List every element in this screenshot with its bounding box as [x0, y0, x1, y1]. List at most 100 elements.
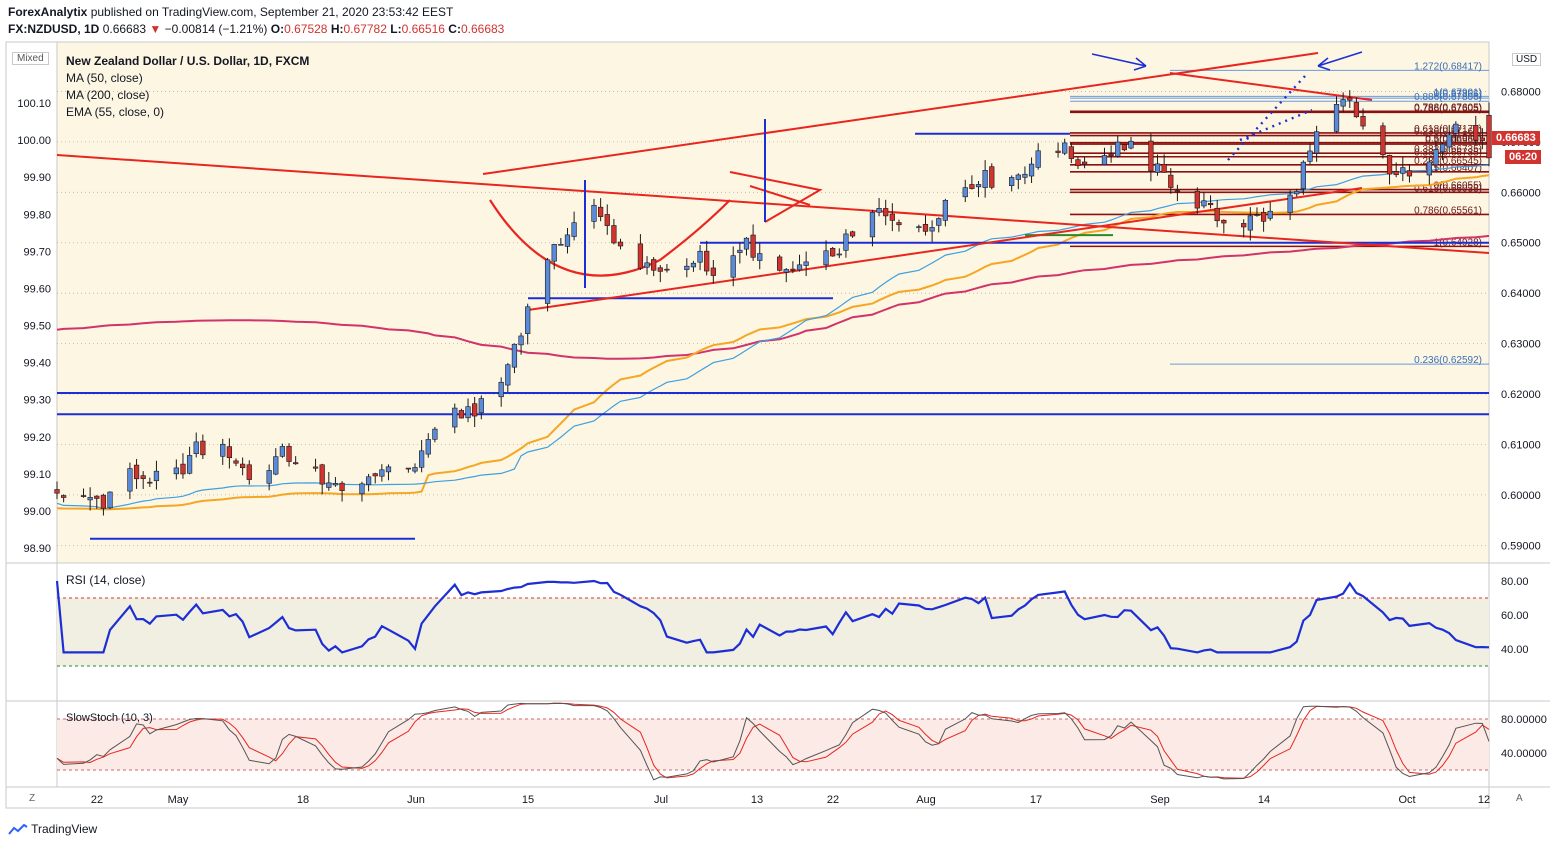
- up-candle: [498, 377, 504, 407]
- down-candle: [293, 456, 299, 465]
- down-candle: [1380, 122, 1386, 159]
- up-candle: [876, 197, 882, 217]
- up-candle: [982, 160, 988, 198]
- zoom-button[interactable]: Z: [29, 793, 36, 804]
- rsi-tick-label: 40.00: [1501, 644, 1529, 656]
- down-candle: [1108, 145, 1114, 163]
- ohlc-line: FX:NZDUSD, 1D 0.66683 ▼ −0.00814 (−1.21%…: [8, 22, 504, 36]
- x-tick-label: Aug: [916, 794, 936, 806]
- up-candle: [127, 462, 133, 499]
- price-tick-label: 0.65000: [1501, 238, 1541, 250]
- up-candle: [551, 243, 557, 270]
- down-candle: [133, 459, 140, 489]
- down-candle: [1148, 133, 1154, 182]
- left-tick-label: 99.90: [23, 172, 51, 184]
- up-candle: [359, 481, 365, 502]
- up-candle: [1426, 157, 1432, 185]
- up-candle: [1287, 190, 1293, 220]
- scale-mode-button[interactable]: Mixed: [12, 52, 49, 65]
- up-candle: [929, 220, 935, 242]
- ma50-legend[interactable]: MA (50, close): [66, 71, 143, 85]
- last-price: 0.66683: [102, 22, 147, 36]
- price-tick-label: 0.59000: [1501, 540, 1541, 552]
- ema55-legend[interactable]: EMA (55, close, 0): [66, 105, 165, 119]
- fib-level-label: 0.788(0.67605): [1414, 102, 1482, 113]
- up-candle: [803, 251, 809, 277]
- up-candle: [975, 181, 982, 198]
- down-candle: [710, 259, 716, 284]
- ma50-line: [56, 164, 1490, 510]
- up-candle: [273, 448, 279, 476]
- x-tick-label: Oct: [1398, 794, 1415, 806]
- up-candle: [412, 463, 418, 474]
- fib-level-label: 0.786(0.65561): [1414, 205, 1482, 216]
- fib-level-label: 0.5(0.66985): [1425, 134, 1482, 145]
- stoch-legend[interactable]: SlowStoch (10, 3): [66, 712, 153, 724]
- up-candle: [796, 254, 803, 272]
- stoch-k-line: [56, 702, 1490, 781]
- high-label: H:: [330, 22, 344, 36]
- down-candle: [896, 219, 902, 232]
- up-candle: [836, 248, 842, 259]
- down-candle: [922, 215, 929, 236]
- down-candle: [1473, 115, 1479, 146]
- rsi-tick-label: 60.00: [1501, 610, 1529, 622]
- down-candle: [472, 396, 478, 427]
- close-value: 0.66683: [460, 22, 505, 36]
- author-name[interactable]: ForexAnalytix: [8, 5, 88, 19]
- down-arrow-icon: ▼: [149, 22, 162, 36]
- down-candle: [651, 256, 657, 277]
- x-tick-label: 18: [297, 794, 309, 806]
- up-candle: [173, 459, 179, 480]
- up-candle: [571, 211, 577, 241]
- up-candle: [823, 240, 829, 271]
- down-candle: [664, 264, 670, 273]
- x-tick-label: 14: [1258, 794, 1270, 806]
- down-candle: [233, 458, 239, 467]
- fib-level-label: 0.886(0.67806): [1414, 92, 1482, 103]
- fib-level-label: 0.236(0.67168): [1414, 127, 1482, 138]
- low-value: 0.66516: [401, 22, 445, 36]
- down-candle: [1360, 108, 1366, 130]
- down-candle: [312, 458, 319, 472]
- x-tick-label: 22: [91, 794, 103, 806]
- left-tick-label: 99.60: [23, 283, 51, 295]
- symbol-label: FX:NZDUSD, 1D: [8, 22, 100, 36]
- down-candle: [1486, 102, 1492, 167]
- down-candle: [849, 230, 856, 238]
- up-candle: [690, 260, 697, 272]
- up-candle: [326, 471, 332, 491]
- down-candle: [883, 199, 889, 226]
- x-tick-label: May: [168, 794, 189, 806]
- up-candle: [757, 243, 763, 270]
- down-candle: [1353, 97, 1360, 118]
- up-candle: [478, 395, 484, 420]
- pennant: [729, 171, 823, 223]
- up-candle: [644, 256, 650, 275]
- ma200-legend[interactable]: MA (200, close): [66, 88, 150, 102]
- down-candle: [1260, 207, 1267, 232]
- open-value: 0.67528: [284, 22, 328, 36]
- price-tick-label: 0.66000: [1501, 187, 1541, 199]
- up-candle: [1453, 121, 1459, 142]
- up-candle: [1154, 154, 1161, 176]
- down-candle: [1393, 162, 1399, 178]
- up-candle: [186, 446, 193, 475]
- rsi-legend[interactable]: RSI (14, close): [66, 573, 146, 587]
- up-candle: [518, 332, 524, 355]
- down-candle: [611, 218, 617, 245]
- auto-scale-button[interactable]: A: [1516, 793, 1523, 804]
- up-candle: [452, 403, 458, 434]
- price-tick-label: 0.61000: [1501, 439, 1541, 451]
- down-candle: [830, 247, 836, 257]
- footer-brand[interactable]: TradingView: [8, 822, 97, 836]
- down-candle: [458, 408, 465, 419]
- down-candle: [750, 224, 756, 261]
- currency-label[interactable]: USD: [1512, 53, 1542, 66]
- down-candle: [1075, 157, 1081, 169]
- left-tick-label: 99.00: [23, 506, 51, 518]
- up-candle: [743, 237, 750, 256]
- fib-level-label: 0.618(0.67176): [1414, 124, 1482, 135]
- dotted-channel: [1239, 108, 1313, 142]
